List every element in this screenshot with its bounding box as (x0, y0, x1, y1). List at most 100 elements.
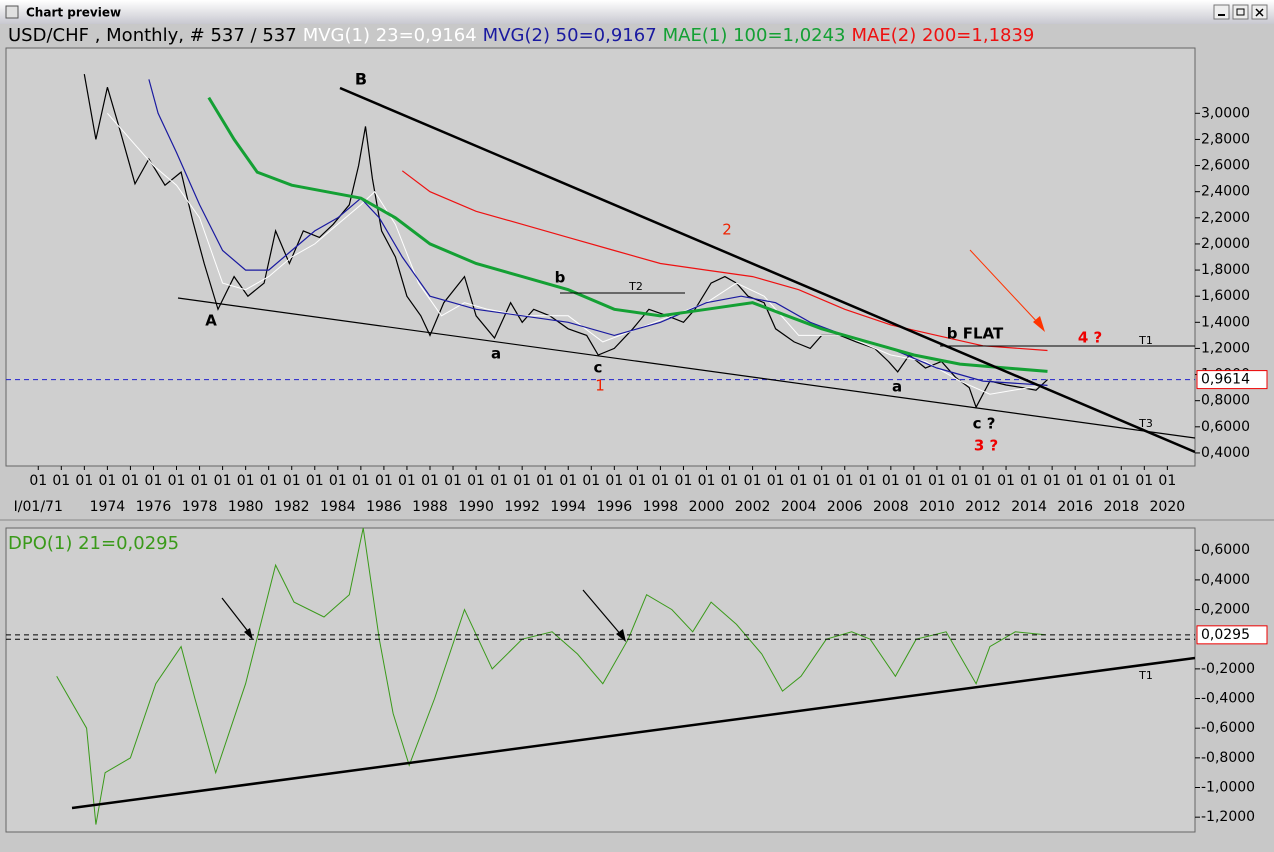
series-line (83, 73, 1048, 409)
x-tick-label: 01 (98, 473, 116, 489)
x-tick-label: 01 (905, 473, 923, 489)
x-tick-label: 01 (168, 473, 186, 489)
last-value-box (1196, 370, 1268, 390)
x-tick-label: 01 (605, 473, 623, 489)
last-value-box (1196, 625, 1268, 645)
x-tick-label: 01 (329, 473, 347, 489)
x-tick-label: 01 (421, 473, 439, 489)
y-tick-label: 0,2000 (1201, 602, 1250, 618)
x-tick-label: 01 (467, 473, 485, 489)
year-label: 1982 (274, 499, 310, 515)
window-title: Chart preview (26, 6, 121, 20)
year-label: 2000 (689, 499, 725, 515)
x-tick-label: 01 (237, 473, 255, 489)
year-label: 1996 (597, 499, 633, 515)
x-tick-label: 01 (260, 473, 278, 489)
annotation: a (491, 345, 501, 363)
year-label: 2006 (827, 499, 863, 515)
y-tick-label: 2,2000 (1201, 210, 1250, 226)
annotation: 3 ? (974, 437, 998, 455)
x-tick-label: 01 (52, 473, 70, 489)
legend-entry: USD/CHF , Monthly, # 537 / 537 (8, 25, 297, 46)
x-tick-label: 01 (1158, 473, 1176, 489)
year-label: 2018 (1103, 499, 1139, 515)
annotation: 4 ? (1078, 329, 1102, 347)
x-tick-label: 01 (490, 473, 508, 489)
window-buttons[interactable] (1213, 4, 1268, 20)
annotation: 2 (722, 221, 732, 239)
y-tick-label: 2,4000 (1201, 184, 1250, 200)
y-tick-label: -0,6000 (1201, 720, 1255, 736)
y-tick-label: -0,2000 (1201, 661, 1255, 677)
x-tick-label: 01 (790, 473, 808, 489)
x-tick-label: 01 (951, 473, 969, 489)
x-tick-label: 01 (191, 473, 209, 489)
year-label: 2004 (781, 499, 817, 515)
series-line (401, 170, 1048, 352)
x-tick-label: 01 (698, 473, 716, 489)
y-tick-label: 1,2000 (1201, 340, 1250, 356)
annotation: B (355, 70, 367, 89)
year-label: 1990 (458, 499, 494, 515)
x-tick-label: 01 (352, 473, 370, 489)
x-tick-label: 01 (1135, 473, 1153, 489)
y-tick-label: 0,8000 (1201, 393, 1250, 409)
annotation: A (205, 312, 217, 330)
year-label: 1998 (643, 499, 679, 515)
year-label: 2002 (735, 499, 771, 515)
x-tick-label: 01 (444, 473, 462, 489)
y-tick-label: 1,4000 (1201, 314, 1250, 330)
annotation: b FLAT (947, 325, 1004, 343)
legend-entry: MVG(1) 23=0,9164 (303, 25, 477, 46)
x-tick-label: 01 (559, 473, 577, 489)
last-value-label: 0,9614 (1201, 372, 1250, 388)
x-tick-label: 01 (974, 473, 992, 489)
title-bar (0, 0, 1274, 24)
x-tick-label: 01 (882, 473, 900, 489)
year-label: 1992 (504, 499, 540, 515)
y-tick-label: 1,8000 (1201, 262, 1250, 278)
x-tick-label: 01 (398, 473, 416, 489)
x-tick-label: 01 (767, 473, 785, 489)
series-line (56, 528, 1046, 825)
year-label: 2014 (1011, 499, 1047, 515)
y-tick-label: -1,2000 (1201, 809, 1255, 825)
annotation: b (555, 269, 566, 287)
series-line (148, 79, 1048, 386)
x-tick-label: 01 (582, 473, 600, 489)
y-tick-label: 0,6000 (1201, 542, 1250, 558)
dpo-plot-area (5, 527, 1196, 833)
dpo-trend-lines (71, 589, 1195, 810)
x-tick-label: 01 (859, 473, 877, 489)
year-label: 2010 (919, 499, 955, 515)
x-tick-label: 01 (675, 473, 693, 489)
year-label: 1994 (550, 499, 586, 515)
x-tick-label: 01 (1066, 473, 1084, 489)
x-tick-label: 01 (306, 473, 324, 489)
year-label: 2016 (1057, 499, 1093, 515)
series-line (107, 112, 1048, 395)
annotation: 1 (595, 377, 605, 395)
series-line (207, 96, 1048, 373)
x-tick-label: 01 (122, 473, 140, 489)
year-label: 1984 (320, 499, 356, 515)
maximize-button[interactable] (1232, 4, 1249, 20)
y-tick-label: -1,0000 (1201, 780, 1255, 796)
x-tick-label: 01 (813, 473, 831, 489)
year-label: I/01/71 (14, 499, 63, 515)
x-tick-label: 01 (721, 473, 739, 489)
price-plot-area (5, 47, 1196, 467)
y-tick-label: -0,4000 (1201, 691, 1255, 707)
year-label: 1988 (412, 499, 448, 515)
y-tick-label: 1,6000 (1201, 288, 1250, 304)
minimize-button[interactable] (1213, 4, 1230, 20)
y-tick-label: 0,6000 (1201, 419, 1250, 435)
x-tick-label: 01 (536, 473, 554, 489)
year-label: 1986 (366, 499, 402, 515)
year-label: 2020 (1150, 499, 1186, 515)
annotation: a (892, 378, 902, 396)
x-tick-label: 01 (1043, 473, 1061, 489)
legend-entry: MAE(2) 200=1,1839 (852, 25, 1035, 46)
year-label: 2012 (965, 499, 1001, 515)
last-value-label: 0,0295 (1201, 627, 1250, 643)
